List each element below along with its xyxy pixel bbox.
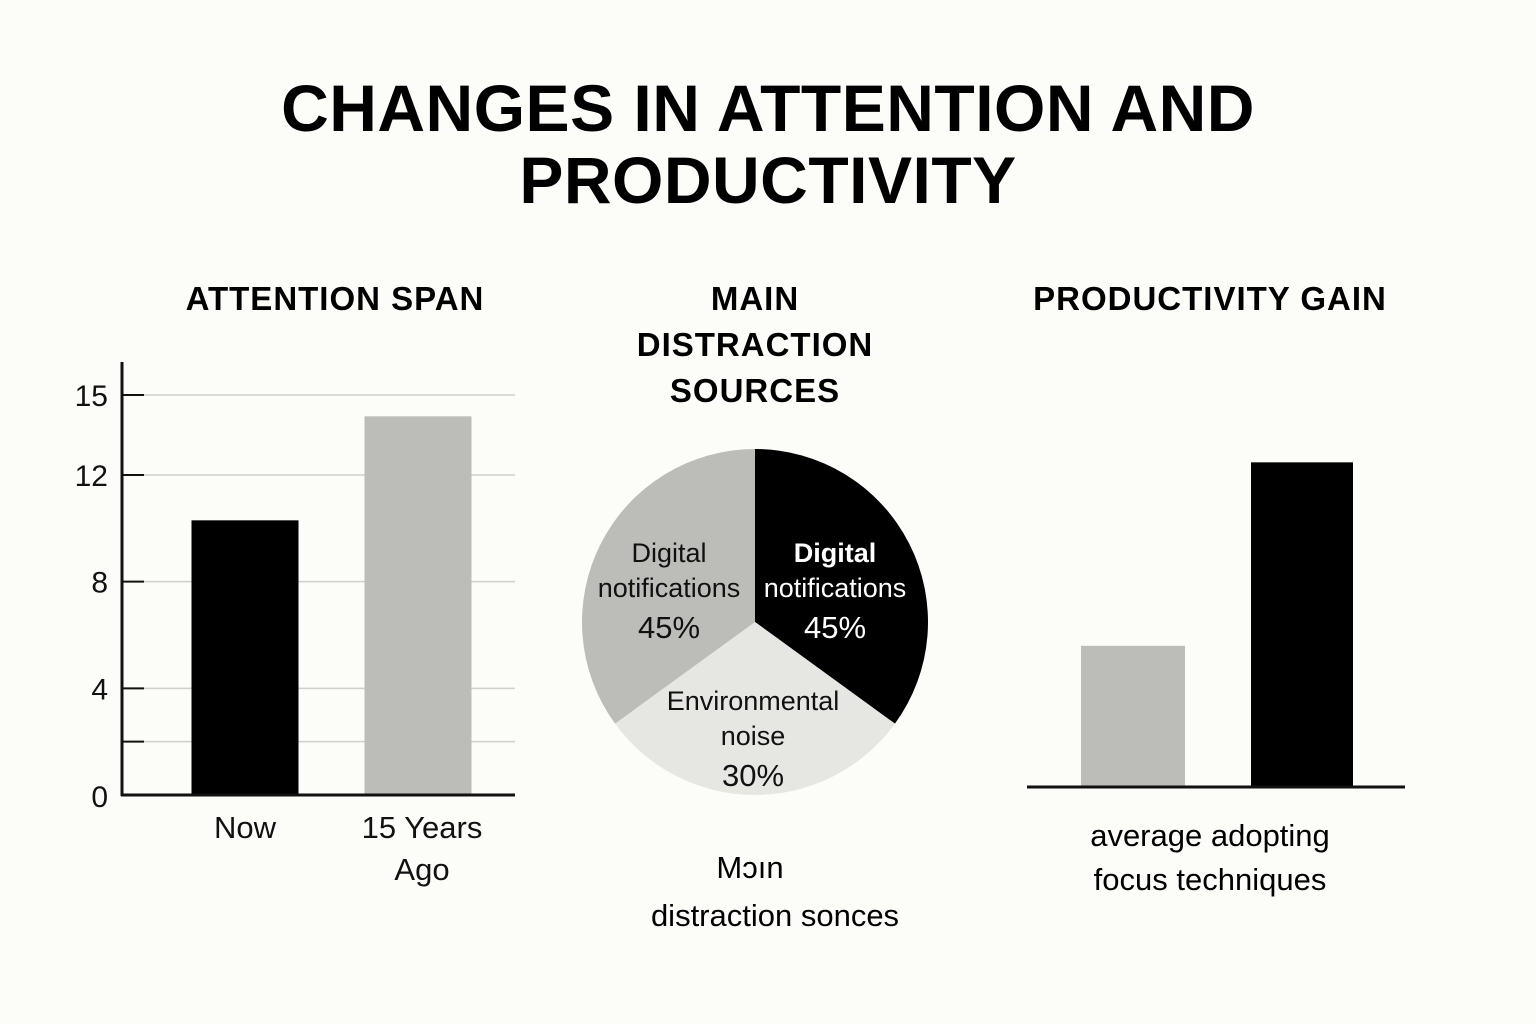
y-tick-label: 15 bbox=[75, 380, 108, 413]
pie-slice-label: noise bbox=[721, 721, 786, 751]
main-title-line1: CHANGES IN ATTENTION AND bbox=[281, 71, 1255, 145]
pie-slice bbox=[615, 622, 895, 795]
main-title: CHANGES IN ATTENTION AND PRODUCTIVITY bbox=[0, 72, 1536, 216]
pie-slice-percent: 45% bbox=[638, 610, 700, 645]
x-category-label: 15 Years bbox=[362, 810, 483, 845]
y-tick-label: 8 bbox=[91, 567, 108, 600]
attention-bar bbox=[364, 416, 472, 795]
attention-span-title: ATTENTION SPAN bbox=[185, 280, 485, 317]
pie-slice-percent: 45% bbox=[804, 610, 866, 645]
distraction-title-line3: SOURCES bbox=[669, 372, 841, 409]
productivity-bar bbox=[1081, 645, 1185, 787]
productivity-caption-line2: focus techniques bbox=[1093, 862, 1327, 897]
pie-slice bbox=[582, 449, 755, 724]
distraction-caption-line1: Mɔın bbox=[716, 850, 784, 885]
distraction-sources-title: MAIN DISTRACTION SOURCES bbox=[560, 276, 950, 414]
productivity-caption: average adopting focus techniques bbox=[1010, 814, 1410, 902]
productivity-gain-title: PRODUCTIVITY GAIN bbox=[1033, 280, 1387, 317]
main-title-line2: PRODUCTIVITY bbox=[519, 143, 1017, 217]
pie-slice bbox=[755, 449, 928, 724]
pie-slice-label: Digital bbox=[631, 538, 706, 568]
distraction-title-line1: MAIN bbox=[710, 280, 800, 317]
pie-slice-label: notifications bbox=[764, 573, 907, 603]
y-tick-label: 4 bbox=[91, 673, 108, 706]
distraction-title-line2: DISTRACTION bbox=[636, 326, 874, 363]
y-tick-label: 12 bbox=[75, 460, 108, 493]
pie-slice-label: notifications bbox=[598, 573, 741, 603]
distraction-caption-line2: distraction sonces bbox=[650, 898, 900, 933]
productivity-caption-line1: average adopting bbox=[1090, 818, 1330, 853]
y-tick-label: 0 bbox=[91, 781, 108, 814]
x-category-label: Ago bbox=[394, 852, 449, 887]
pie-slice-percent: 30% bbox=[722, 758, 784, 793]
productivity-bar bbox=[1251, 462, 1353, 787]
attention-bar bbox=[191, 520, 299, 795]
pie-slice-label: Digital bbox=[794, 538, 877, 568]
pie-slice-label: Environmental bbox=[667, 686, 840, 716]
x-category-label: Now bbox=[214, 810, 277, 845]
